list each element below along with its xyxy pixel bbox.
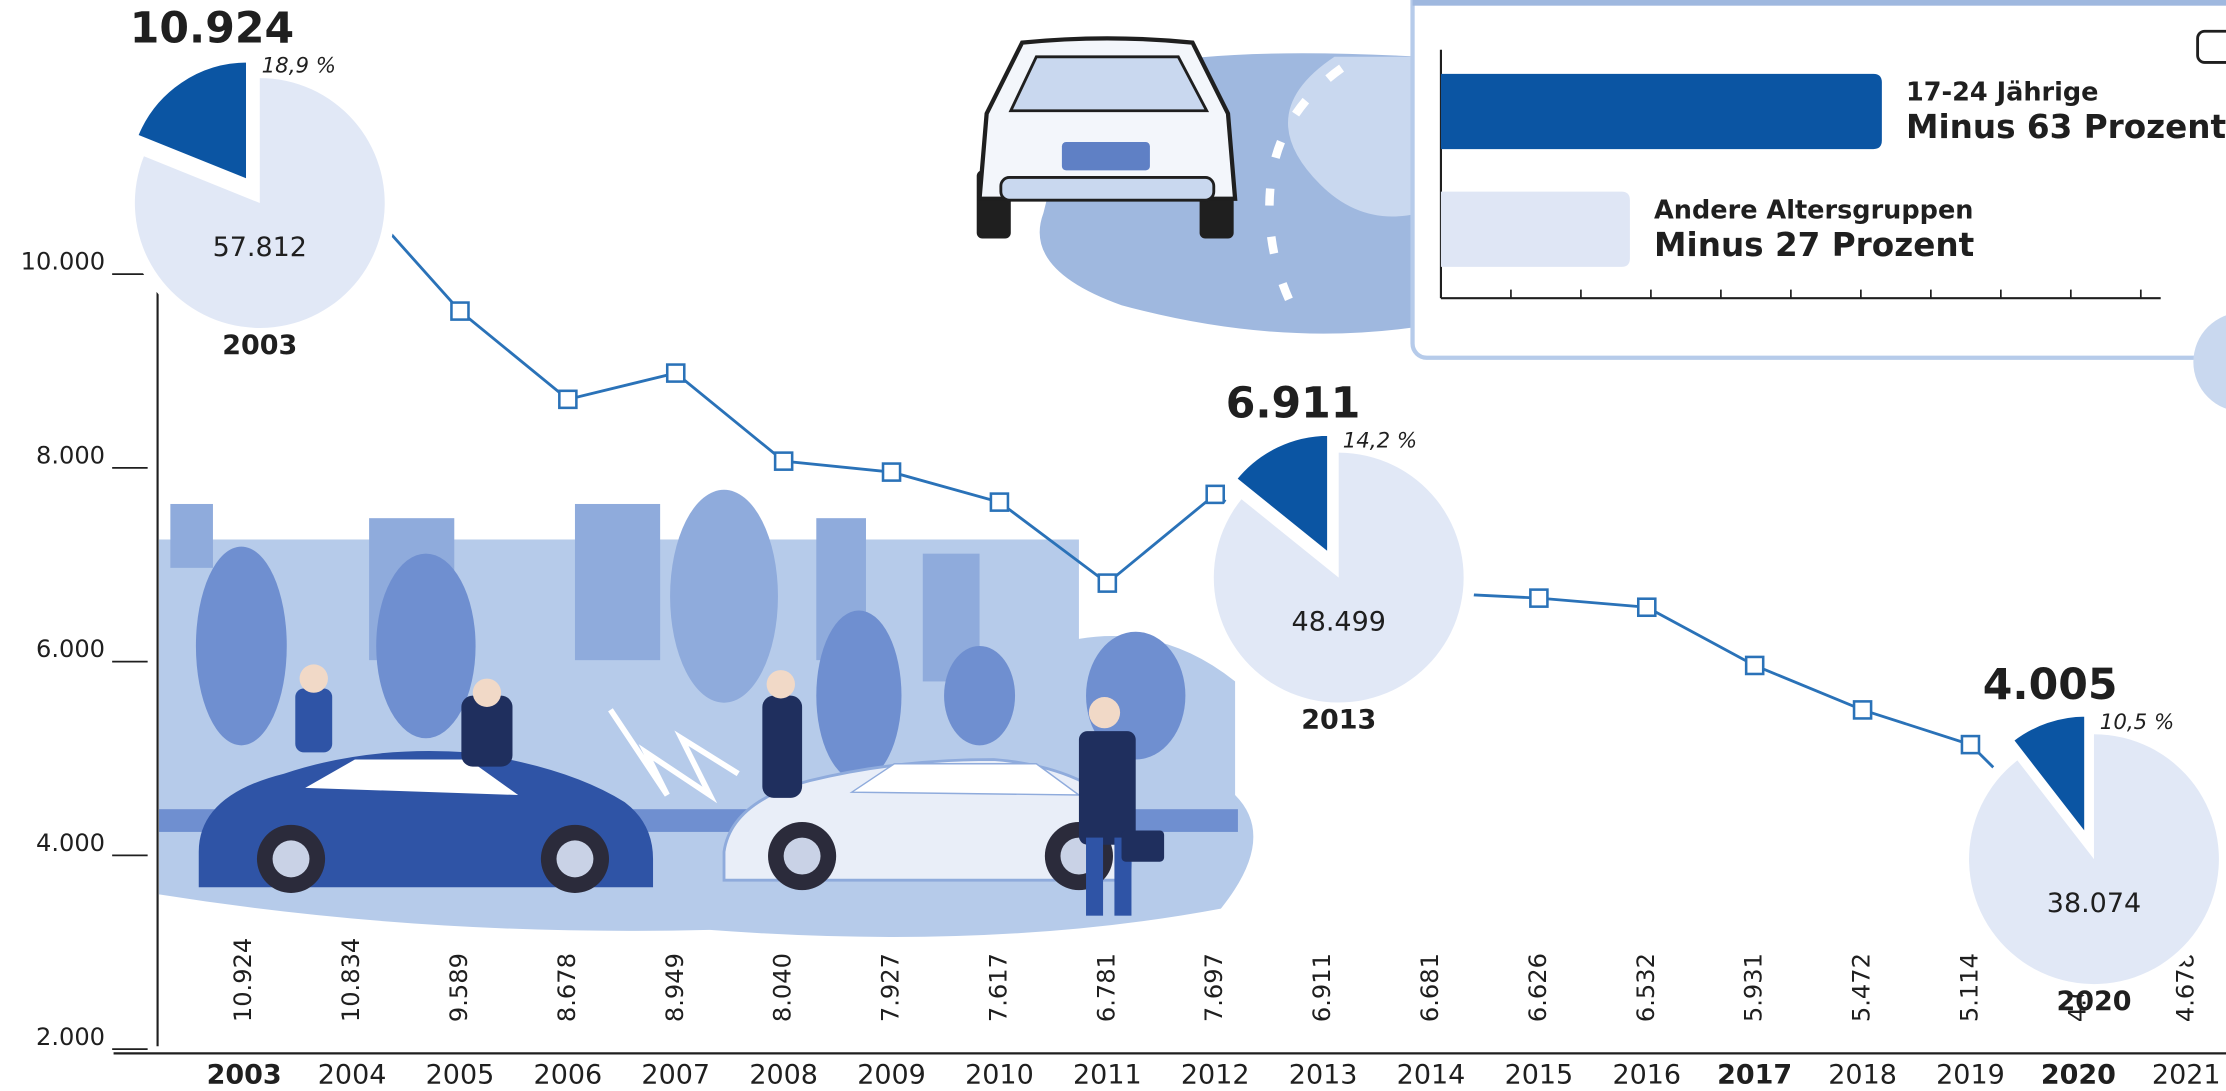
- pie-total-label: 48.499: [1292, 607, 1386, 638]
- value-label: 10.924: [229, 938, 257, 1022]
- value-label: 6.781: [1092, 953, 1120, 1022]
- point-marker: [451, 303, 468, 320]
- value-label: 5.931: [1740, 953, 1768, 1022]
- point-marker: [1746, 657, 1763, 674]
- x-tick-label: 2012: [1181, 1060, 1250, 1091]
- y-tick-label: 2.000: [36, 1023, 105, 1051]
- x-tick-label: 2006: [534, 1060, 603, 1091]
- value-label: 6.626: [1524, 953, 1552, 1022]
- pie-year-label: 2013: [1301, 704, 1376, 735]
- value-label: 7.617: [984, 953, 1012, 1022]
- x-tick-label: 2009: [857, 1060, 926, 1091]
- point-marker: [1638, 599, 1655, 616]
- pie-highlight-label: 4.005: [1983, 660, 2118, 710]
- x-tick-label: 2020: [2041, 1060, 2116, 1091]
- point-marker: [667, 365, 684, 382]
- pie-percent-label: 14,2 %: [1343, 428, 1417, 453]
- point-marker: [559, 391, 576, 408]
- value-label: 8.678: [553, 953, 581, 1022]
- y-tick-label: 6.000: [36, 635, 105, 663]
- x-tick-label: 2005: [426, 1060, 495, 1091]
- value-label: 8.040: [769, 953, 797, 1022]
- inset-bar: [1441, 192, 1630, 267]
- pie-percent-label: 18,9 %: [262, 54, 336, 79]
- point-marker: [1962, 736, 1979, 753]
- point-marker: [1099, 575, 1116, 592]
- x-tick-label: 2010: [965, 1060, 1034, 1091]
- x-tick-label: 2017: [1717, 1060, 1792, 1091]
- inset-category-label: Andere Altersgruppen: [1654, 196, 1973, 226]
- point-marker: [1207, 486, 1224, 503]
- x-tick-label: 2018: [1828, 1060, 1897, 1091]
- x-tick-label: 2021: [2152, 1060, 2221, 1091]
- point-marker: [991, 494, 1008, 511]
- y-tick-label: 4.000: [36, 829, 105, 857]
- pie-slice: [1969, 734, 2219, 984]
- x-tick-label: 2004: [318, 1060, 387, 1091]
- pie-total-label: 57.812: [213, 232, 307, 263]
- value-label: 6.911: [1308, 953, 1336, 1022]
- point-marker: [775, 453, 792, 470]
- pie-year-label: 2020: [2056, 986, 2131, 1017]
- pie-percent-label: 10,5 %: [2100, 710, 2174, 735]
- x-tick-label: 2008: [749, 1060, 818, 1091]
- x-tick-label: 2019: [1936, 1060, 2005, 1091]
- inset-bar: [1441, 74, 1882, 149]
- y-tick-label: 10.000: [21, 248, 105, 276]
- y-tick-label: 8.000: [36, 441, 105, 469]
- x-tick-label: 2011: [1073, 1060, 1142, 1091]
- point-marker: [1854, 701, 1871, 718]
- x-tick-label: 2007: [641, 1060, 710, 1091]
- inset-value-label: Minus 63 Prozent: [1906, 108, 2226, 146]
- value-label: 5.114: [1955, 953, 1983, 1022]
- value-label: 5.472: [1848, 953, 1876, 1022]
- accident-illustration: [159, 490, 1253, 937]
- value-label: 6.532: [1632, 953, 1660, 1022]
- value-label: 9.589: [445, 953, 473, 1022]
- x-tick-label: 2013: [1289, 1060, 1358, 1091]
- car-illustration: [977, 38, 1420, 333]
- inset-category-label: 17-24 Jährige: [1906, 78, 2098, 108]
- value-label: 7.927: [877, 953, 905, 1022]
- x-tick-label: 2016: [1612, 1060, 1681, 1091]
- point-marker: [883, 464, 900, 481]
- point-marker: [1530, 590, 1547, 607]
- x-tick-label: 2003: [207, 1060, 282, 1091]
- value-label: 8.949: [661, 953, 689, 1022]
- pie-highlight-label: 6.911: [1226, 378, 1361, 428]
- value-label: 7.697: [1200, 953, 1228, 1022]
- pie-year-label: 2003: [222, 330, 297, 361]
- value-label: 10.834: [337, 938, 365, 1022]
- x-tick-label: 2015: [1505, 1060, 1574, 1091]
- page: {"chart_data": { "type": "line", "catego…: [0, 0, 2226, 1091]
- value-label: 6.681: [1416, 953, 1444, 1022]
- chart: 2.000 4.000 6.000 8.000 10.000 2003 2004 2005 20…: [0, 0, 2226, 1091]
- x-tick-label: 2014: [1397, 1060, 1466, 1091]
- pie-total-label: 38.074: [2047, 888, 2141, 919]
- inset-value-label: Minus 27 Prozent: [1654, 226, 1974, 264]
- pie-highlight-label: 10.924: [130, 4, 294, 54]
